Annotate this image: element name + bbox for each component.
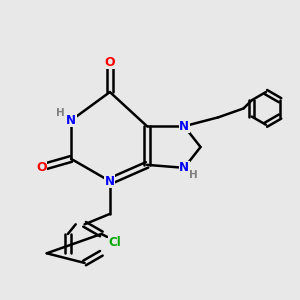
Text: H: H [189,170,197,180]
Text: H: H [56,108,65,118]
Text: N: N [179,120,189,133]
Text: O: O [36,161,47,174]
Text: O: O [105,56,115,69]
Text: N: N [105,175,115,188]
Text: N: N [66,114,76,127]
Text: N: N [179,161,189,174]
Text: Cl: Cl [108,236,121,249]
